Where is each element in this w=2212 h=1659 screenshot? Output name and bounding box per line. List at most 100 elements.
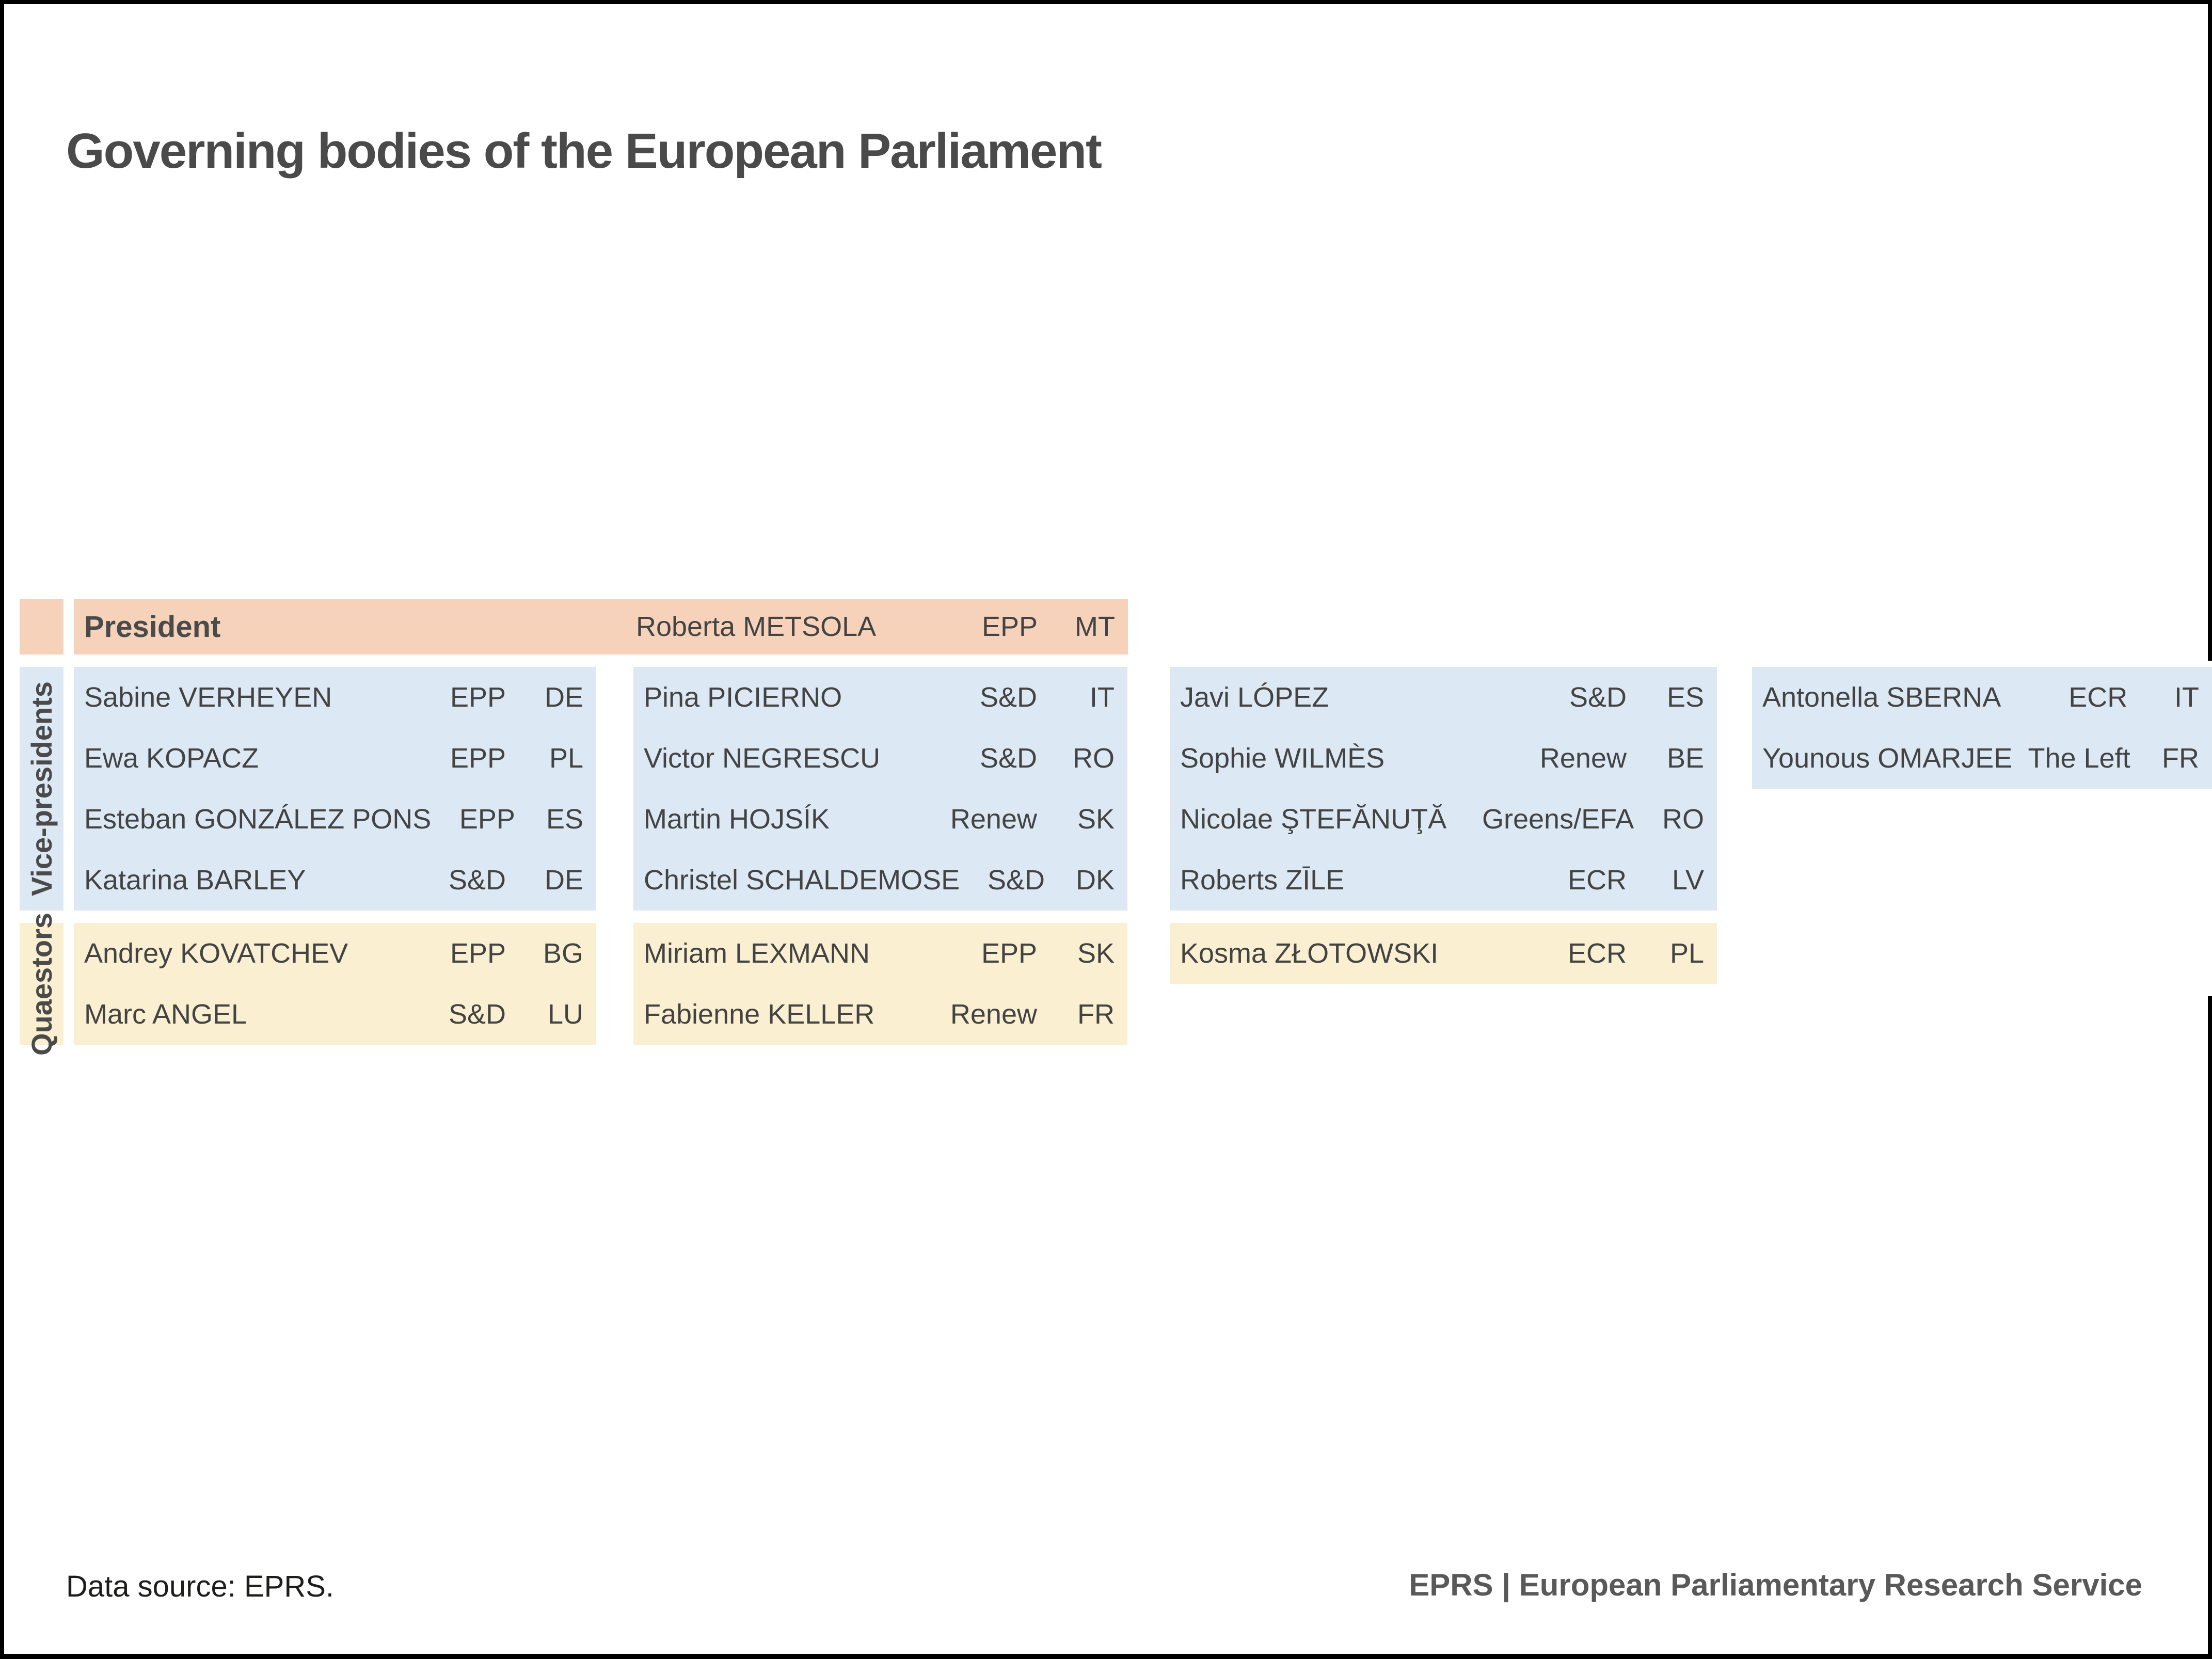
member-row: Esteban GONZÁLEZ PONS EPP ES [74,789,596,850]
member-group: EPP [459,804,515,835]
member-row: Fabienne KELLER Renew FR [633,984,1127,1045]
quaestors-section-strip: Quaestors [20,913,63,1056]
member-group: EPP [450,938,506,969]
member-row: Victor NEGRESCU S&D RO [633,728,1127,789]
member-country: IT [2174,682,2199,713]
vice-presidents-section-strip: Vice-presidents [20,667,63,911]
member-country: PL [1669,938,1704,969]
president-section-strip [20,599,63,655]
member-row: Katarina BARLEY S&D DE [74,850,596,911]
member-country: SK [1077,804,1115,835]
vice-presidents-section-label: Vice-presidents [25,681,58,897]
member-group: Renew [1539,743,1627,774]
member-country: DE [544,865,583,896]
vice-presidents-column-2: Pina PICIERNO S&D IT Victor NEGRESCU S&D… [633,667,1127,911]
member-row: Andrey KOVATCHEV EPP BG [74,923,596,984]
member-row: Sabine VERHEYEN EPP DE [74,667,596,728]
vice-presidents-column-4: Antonella SBERNA ECR IT Younous OMARJEE … [1752,667,2212,789]
frame-left-border [0,0,4,1659]
frame-bottom-bar [0,1654,2212,1659]
president-label: President [84,610,221,644]
member-name: Pina PICIERNO [644,682,842,713]
member-row: Roberts ZĪLE ECR LV [1170,850,1717,911]
vice-presidents-column-1: Sabine VERHEYEN EPP DE Ewa KOPACZ EPP PL… [74,667,596,911]
member-country: ES [546,804,583,835]
frame-right-border-upper [2208,0,2212,661]
member-row: Javi LÓPEZ S&D ES [1170,667,1717,728]
member-row: Antonella SBERNA ECR IT [1752,667,2212,728]
quaestors-column-1: Andrey KOVATCHEV EPP BG Marc ANGEL S&D L… [74,923,596,1045]
member-country: SK [1077,938,1115,969]
member-name: Christel SCHALDEMOSE [644,865,960,896]
frame-right-border-lower [2208,996,2212,1659]
quaestors-column-2: Miriam LEXMANN EPP SK Fabienne KELLER Re… [633,923,1127,1045]
member-name: Younous OMARJEE [1762,743,2013,774]
member-group: S&D [1569,682,1627,713]
member-group: EPP [450,682,506,713]
member-group: S&D [979,682,1037,713]
frame-top-border [0,0,2212,4]
page-title: Governing bodies of the European Parliam… [66,123,1102,179]
member-name: Marc ANGEL [84,999,247,1030]
member-row: Kosma ZŁOTOWSKI ECR PL [1170,923,1717,984]
member-group: Renew [950,999,1037,1030]
vice-presidents-column-3: Javi LÓPEZ S&D ES Sophie WILMÈS Renew BE… [1170,667,1717,911]
member-name: Ewa KOPACZ [84,743,259,774]
member-name: Javi LÓPEZ [1180,682,1329,713]
member-country: LV [1672,865,1704,896]
member-name: Katarina BARLEY [84,865,306,896]
member-group: ECR [1567,865,1627,896]
member-name: Roberta METSOLA [636,611,877,642]
quaestors-section-label: Quaestors [25,912,58,1056]
member-row: Roberta METSOLA EPP MT [636,611,1115,643]
member-country: RO [1662,804,1704,835]
member-group: S&D [987,865,1045,896]
member-row: Marc ANGEL S&D LU [74,984,596,1045]
member-group: EPP [450,743,506,774]
member-country: DE [544,682,583,713]
member-name: Esteban GONZÁLEZ PONS [84,804,432,835]
member-group: S&D [979,743,1037,774]
member-row: Martin HOJSÍK Renew SK [633,789,1127,850]
member-group: Renew [950,804,1037,835]
member-row: Younous OMARJEE The Left FR [1752,728,2212,789]
member-country: ES [1666,682,1704,713]
member-name: Nicolae ŞTEFĂNUŢĂ [1180,804,1447,835]
member-name: Sabine VERHEYEN [84,682,332,713]
data-source-note: Data source: EPRS. [66,1570,334,1603]
member-country: LU [547,999,583,1030]
member-row: Miriam LEXMANN EPP SK [633,923,1127,984]
member-row: Ewa KOPACZ EPP PL [74,728,596,789]
member-group: EPP [981,938,1037,969]
member-name: Andrey KOVATCHEV [84,938,348,969]
member-country: DK [1075,865,1115,896]
member-name: Roberts ZĪLE [1180,865,1345,896]
member-row: Christel SCHALDEMOSE S&D DK [633,850,1127,911]
eprs-credit: EPRS | European Parliamentary Research S… [1409,1568,2142,1602]
member-name: Sophie WILMÈS [1180,743,1385,774]
member-group: The Left [2028,743,2130,774]
member-group: ECR [1567,938,1627,969]
member-group: EPP [981,611,1038,642]
member-row: Nicolae ŞTEFĂNUŢĂ Greens/EFA RO [1170,789,1717,850]
member-name: Victor NEGRESCU [644,743,881,774]
member-group: ECR [2068,682,2128,713]
member-name: Antonella SBERNA [1762,682,2001,713]
member-country: FR [2162,743,2199,774]
member-name: Miriam LEXMANN [644,938,870,969]
president-row: President Roberta METSOLA EPP MT [74,599,1128,655]
member-group: Greens/EFA [1482,804,1634,835]
member-name: Fabienne KELLER [644,999,875,1030]
member-group: S&D [448,865,506,896]
member-country: MT [1075,611,1115,642]
member-row: Pina PICIERNO S&D IT [633,667,1127,728]
member-country: RO [1073,743,1115,774]
member-country: BG [543,938,583,969]
member-row: Sophie WILMÈS Renew BE [1170,728,1717,789]
quaestors-column-3: Kosma ZŁOTOWSKI ECR PL [1170,923,1717,984]
member-name: Martin HOJSÍK [644,804,830,835]
member-country: IT [1090,682,1115,713]
member-country: FR [1077,999,1115,1030]
member-country: BE [1666,743,1704,774]
